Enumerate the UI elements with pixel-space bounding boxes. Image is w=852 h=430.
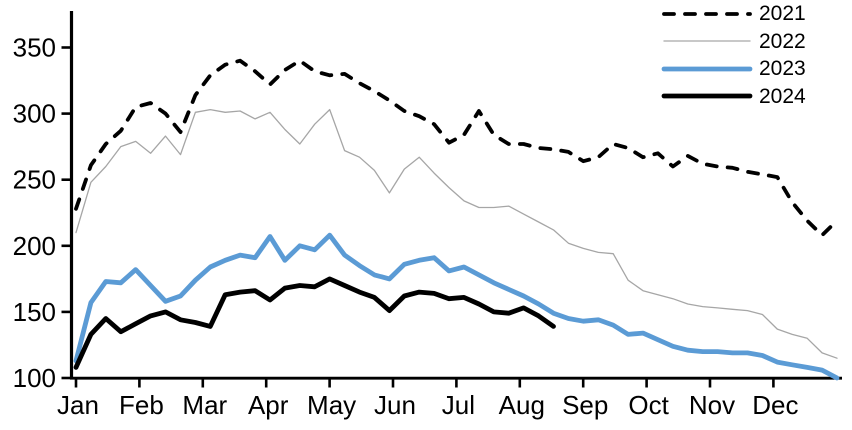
x-axis-tick-label: Aug [499, 390, 545, 420]
x-axis-tick-label: Jan [57, 390, 99, 420]
legend-line-black-icon [661, 93, 753, 99]
legend-item-2024: 2024 [660, 83, 806, 111]
series-line-2021 [74, 58, 839, 238]
chart-legend: 2021 2022 2023 2024 [660, 0, 806, 110]
x-axis-tick-label: Jun [374, 390, 416, 420]
y-axis-tick-label: 100 [13, 363, 56, 393]
legend-line-thin-icon [663, 40, 751, 42]
legend-item-2022: 2022 [660, 28, 806, 56]
series-line-2024 [73, 276, 556, 370]
y-axis-tick-label: 300 [13, 99, 56, 129]
x-axis-tick-label: Dec [752, 390, 798, 420]
legend-label: 2024 [759, 84, 806, 108]
legend-label: 2022 [759, 29, 806, 53]
legend-item-2023: 2023 [660, 55, 806, 83]
y-axis-tick-label: 200 [13, 231, 56, 261]
legend-label: 2021 [759, 2, 806, 26]
x-axis-tick-label: Sep [562, 390, 608, 420]
legend-item-2021: 2021 [660, 0, 806, 28]
series-line-2023 [73, 232, 840, 381]
x-axis-tick-label: May [307, 390, 356, 420]
legend-label: 2023 [759, 57, 806, 81]
x-axis-tick-label: Mar [182, 390, 227, 420]
legend-line-blue-icon [661, 66, 753, 72]
series-line-2022 [75, 108, 838, 359]
y-axis-tick-label: 250 [13, 165, 56, 195]
x-axis-tick-label: Oct [628, 390, 669, 420]
legend-line-dashed-icon [662, 11, 752, 16]
y-axis-tick-label: 350 [13, 33, 56, 63]
x-axis-tick-label: Nov [689, 390, 735, 420]
y-axis-tick-label: 150 [13, 297, 56, 327]
x-axis-tick-label: Jul [442, 390, 475, 420]
x-axis-tick-label: Apr [248, 390, 289, 420]
x-axis-tick-label: Feb [119, 390, 164, 420]
